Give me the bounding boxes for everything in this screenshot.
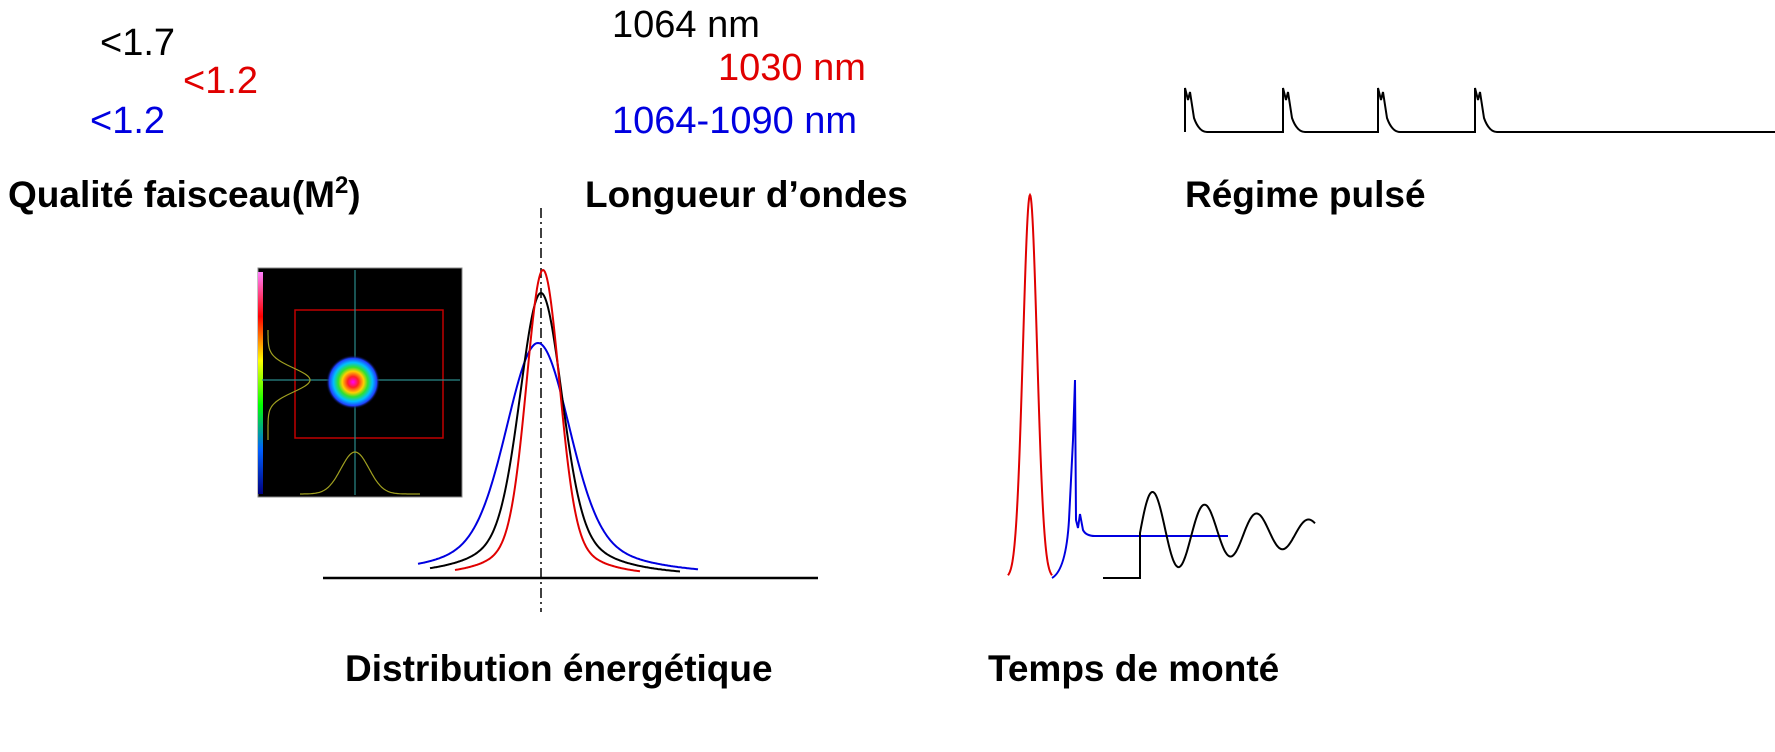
wavelength-label: Longueur d’ondes	[585, 174, 908, 215]
label-text: Qualité faisceau(M	[8, 174, 335, 215]
rise-time-label: Temps de monté	[988, 648, 1279, 689]
pulse-train	[1184, 87, 1775, 133]
pulse-mode-label: Régime pulsé	[1185, 174, 1426, 215]
rise-curve	[1007, 192, 1053, 576]
beam-quality-value: <1.2	[90, 100, 165, 142]
profile-curve	[417, 341, 699, 571]
energy-distribution-label: Distribution énergétique	[345, 648, 773, 689]
beam-quality-value: <1.2	[183, 60, 258, 102]
beam-profile-image	[257, 267, 463, 498]
rise-curve	[1051, 379, 1228, 579]
rise-curve	[1103, 491, 1316, 579]
wavelength-value: 1030 nm	[718, 47, 866, 89]
profile-curve	[454, 268, 641, 573]
wavelength-value: 1064-1090 nm	[612, 100, 857, 142]
beam-quality-value: <1.7	[100, 22, 175, 64]
wavelength-value: 1064 nm	[612, 4, 760, 46]
label-sup: 2	[335, 172, 348, 199]
label-end: )	[348, 174, 360, 215]
beam-quality-label: Qualité faisceau(M2)	[8, 172, 361, 215]
